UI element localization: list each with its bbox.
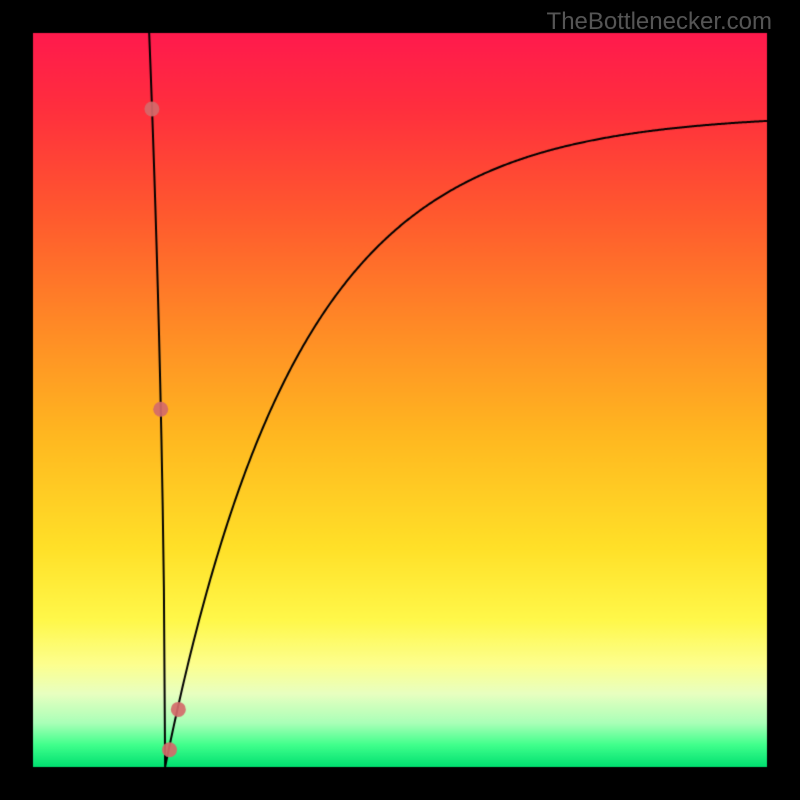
bottleneck-chart	[0, 0, 800, 800]
chart-container: TheBottlenecker.com	[0, 0, 800, 800]
watermark-text: TheBottlenecker.com	[547, 8, 772, 36]
